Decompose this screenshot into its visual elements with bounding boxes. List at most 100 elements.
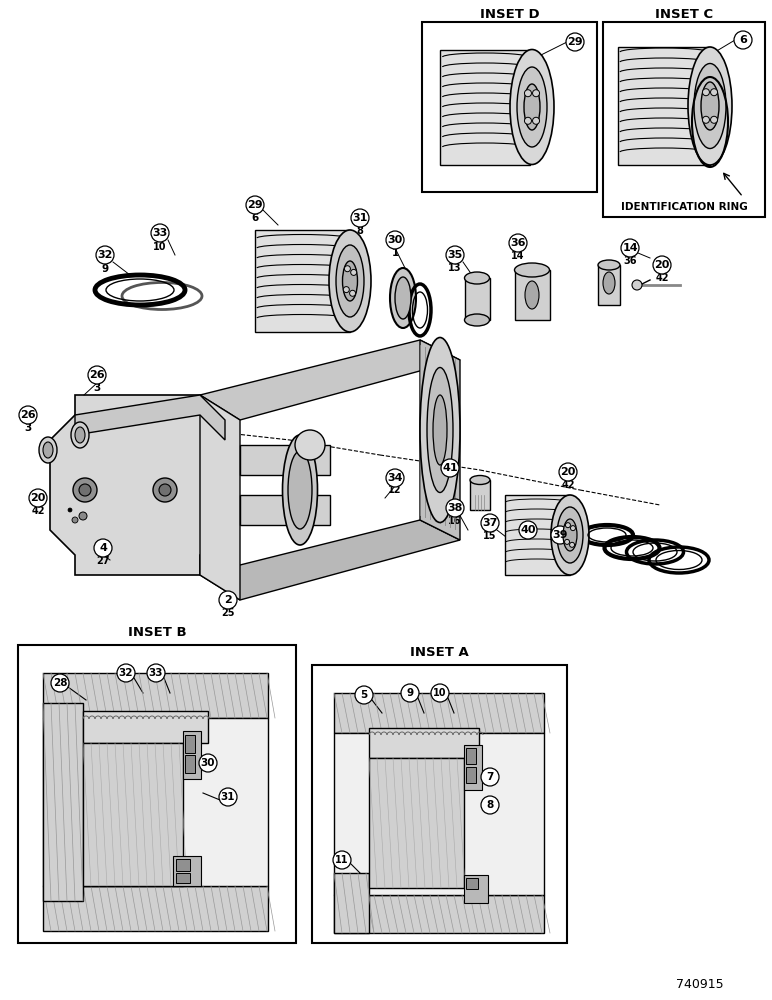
Circle shape [710, 116, 717, 123]
Ellipse shape [329, 230, 371, 332]
Bar [440, 50, 530, 165]
Bar [598, 265, 620, 305]
Text: 25: 25 [222, 608, 235, 618]
Text: 31: 31 [221, 792, 235, 802]
Text: 26: 26 [20, 410, 36, 420]
Text: 20: 20 [655, 260, 669, 270]
Circle shape [551, 526, 569, 544]
Circle shape [344, 266, 350, 272]
Text: 37: 37 [482, 518, 498, 528]
Ellipse shape [688, 47, 732, 165]
Text: 36: 36 [623, 256, 637, 266]
Circle shape [96, 246, 114, 264]
Circle shape [117, 664, 135, 682]
Circle shape [441, 459, 459, 477]
Bar [83, 711, 208, 743]
Ellipse shape [514, 263, 550, 277]
Text: 42: 42 [31, 506, 45, 516]
Text: 11: 11 [335, 855, 349, 865]
Bar [240, 495, 330, 525]
Circle shape [710, 89, 717, 96]
Text: 40: 40 [520, 525, 536, 535]
Text: 35: 35 [448, 250, 462, 260]
Circle shape [401, 684, 419, 702]
Polygon shape [200, 395, 240, 600]
Bar [176, 873, 190, 883]
Text: 6: 6 [252, 213, 259, 223]
Text: 36: 36 [510, 238, 526, 248]
Text: INSET A: INSET A [410, 647, 469, 660]
Ellipse shape [517, 67, 547, 147]
Text: 26: 26 [90, 370, 105, 380]
Bar [83, 743, 183, 886]
Text: 31: 31 [352, 213, 367, 223]
Ellipse shape [510, 49, 554, 164]
Circle shape [246, 196, 264, 214]
Bar [173, 856, 201, 886]
Text: 2: 2 [224, 595, 232, 605]
Text: 8: 8 [486, 800, 493, 810]
Text: 14: 14 [622, 243, 638, 253]
Text: 32: 32 [119, 668, 134, 678]
Bar [466, 748, 476, 764]
Circle shape [386, 469, 404, 487]
Circle shape [72, 517, 78, 523]
Ellipse shape [390, 268, 416, 328]
Circle shape [333, 851, 351, 869]
Circle shape [509, 234, 527, 252]
Circle shape [481, 796, 499, 814]
Circle shape [481, 768, 499, 786]
Text: 32: 32 [97, 250, 113, 260]
Text: 13: 13 [449, 263, 462, 273]
Ellipse shape [470, 476, 490, 485]
Circle shape [524, 90, 531, 97]
Text: 9: 9 [101, 264, 109, 274]
Circle shape [533, 90, 540, 97]
Text: 16: 16 [449, 516, 462, 526]
Ellipse shape [43, 442, 53, 458]
Circle shape [199, 754, 217, 772]
Polygon shape [200, 520, 460, 600]
Ellipse shape [701, 82, 719, 130]
Circle shape [51, 674, 69, 692]
Ellipse shape [39, 437, 57, 463]
Bar [422, 22, 597, 192]
Circle shape [734, 31, 752, 49]
Polygon shape [75, 395, 225, 440]
Circle shape [344, 287, 349, 293]
Circle shape [570, 542, 574, 547]
Text: 42: 42 [561, 480, 574, 490]
Circle shape [79, 484, 91, 496]
Text: 27: 27 [96, 556, 110, 566]
Bar [312, 665, 567, 943]
Bar [505, 495, 570, 575]
Ellipse shape [343, 261, 357, 301]
Circle shape [68, 508, 72, 512]
Text: 1: 1 [391, 248, 398, 258]
Text: 10: 10 [433, 688, 447, 698]
Ellipse shape [295, 430, 325, 460]
Circle shape [350, 269, 357, 275]
Text: 6: 6 [739, 35, 747, 45]
Ellipse shape [551, 495, 589, 575]
Bar [185, 735, 195, 753]
Ellipse shape [71, 422, 89, 448]
Circle shape [19, 406, 37, 424]
Bar [369, 728, 479, 758]
Bar [464, 745, 482, 790]
Text: 4: 4 [99, 543, 107, 553]
Circle shape [653, 256, 671, 274]
Text: INSET C: INSET C [655, 7, 713, 20]
Bar [618, 47, 710, 165]
Text: 740915: 740915 [676, 978, 724, 992]
Circle shape [446, 499, 464, 517]
Circle shape [559, 463, 577, 481]
Circle shape [571, 526, 575, 531]
Text: INSET D: INSET D [479, 7, 540, 20]
Circle shape [219, 788, 237, 806]
Bar [255, 230, 350, 332]
Bar [334, 733, 544, 895]
Text: 29: 29 [247, 200, 262, 210]
Circle shape [79, 512, 87, 520]
Ellipse shape [465, 272, 489, 284]
